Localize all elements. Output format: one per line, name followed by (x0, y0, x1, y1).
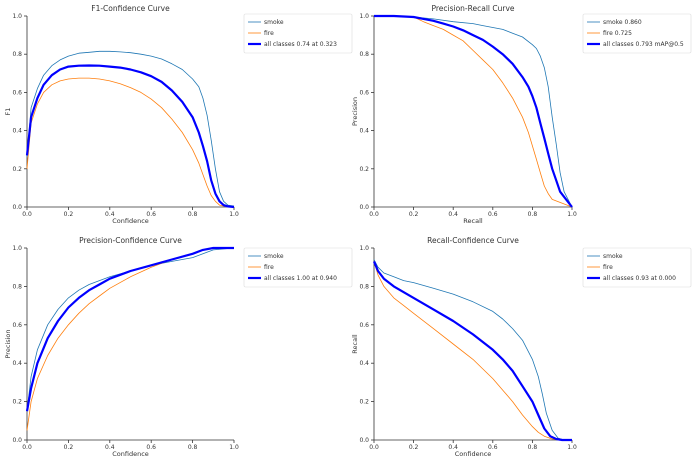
y-tick-label: 0.8 (12, 283, 22, 290)
x-axis-label: Confidence (455, 450, 492, 458)
x-tick-label: 0.0 (22, 444, 32, 451)
chart-3: 0.0 0.2 0.4 0.6 0.8 1.0 0.0 0.2 0.4 0.6 0.8 1.0 Prec… (4, 236, 353, 458)
y-tick-label: 0.2 (359, 166, 369, 173)
legend-box (243, 247, 353, 288)
x-tick-label: 0.2 (64, 211, 74, 218)
legend-label: smoke (264, 253, 284, 260)
x-tick-label: 0.2 (409, 444, 419, 451)
legend-label: all classes 0.93 at 0.000 (603, 275, 676, 282)
series-line-2 (26, 77, 235, 208)
x-tick-label: 0.0 (22, 211, 32, 218)
legend-label: fire (264, 30, 274, 37)
x-tick-label: 0.2 (64, 444, 74, 451)
legend-label: all classes 0.74 at 0.323 (264, 41, 337, 48)
x-tick-label: 0.4 (448, 211, 458, 218)
legend-label: fire 0.725 (603, 30, 632, 37)
y-tick-label: 0.4 (359, 360, 369, 367)
x-tick-label: 0.8 (188, 211, 198, 218)
chart-title: F1-Confidence Curve (91, 4, 170, 13)
y-tick-label: 0.8 (359, 283, 369, 290)
x-tick-label: 1.0 (229, 444, 239, 451)
x-tick-label: 1.0 (567, 444, 577, 451)
x-tick-label: 0.2 (409, 211, 419, 218)
series-line-3 (374, 14, 573, 208)
y-tick-label: 0.4 (12, 360, 22, 367)
y-tick-label: 0.2 (359, 399, 369, 406)
y-axis-label: Precision (4, 329, 12, 358)
y-tick-label: 0.6 (12, 89, 22, 96)
y-tick-label: 0.0 (359, 437, 369, 444)
series-line-3 (372, 260, 572, 442)
chart-1: 0.0 0.2 0.4 0.6 0.8 1.0 0.0 0.2 0.4 0.6 0.8 1.0 F1-C… (4, 4, 353, 225)
legend-label: smoke (603, 253, 623, 260)
y-axis-label: Recall (351, 334, 359, 354)
legend-box (582, 13, 692, 54)
legend-label: fire (603, 264, 613, 271)
x-tick-label: 0.4 (105, 444, 115, 451)
series-line-1 (26, 50, 235, 207)
x-tick-label: 0.8 (528, 444, 538, 451)
chart-4: 0.0 0.2 0.4 0.6 0.8 1.0 0.0 0.2 0.4 0.6 0.8 1.0 Reca… (351, 236, 692, 458)
y-tick-label: 1.0 (359, 245, 369, 252)
series-line-2 (373, 261, 572, 441)
x-tick-label: 0.4 (105, 211, 115, 218)
legend-box (582, 247, 692, 288)
x-axis-label: Confidence (112, 450, 149, 458)
series-line-3 (25, 64, 235, 209)
x-axis-label: Recall (463, 217, 483, 225)
x-tick-label: 0.6 (146, 444, 156, 451)
legend-label: all classes 0.793 mAP@0.5 (603, 41, 684, 48)
series-line-1 (26, 247, 235, 412)
legend: smoke 0.860 fire 0.725 all classes 0.793 m… (582, 13, 692, 54)
series-line-1 (374, 15, 573, 208)
y-tick-label: 0.6 (359, 322, 369, 329)
y-tick-label: 0.8 (12, 51, 22, 58)
x-axis-label: Confidence (112, 217, 149, 225)
legend-label: all classes 1.00 at 0.940 (264, 275, 337, 282)
chart-title: Precision-Recall Curve (431, 4, 514, 13)
y-tick-label: 1.0 (12, 245, 22, 252)
x-tick-label: 0.8 (188, 444, 198, 451)
chart-title: Recall-Confidence Curve (427, 236, 519, 245)
y-tick-label: 0.6 (359, 89, 369, 96)
y-tick-label: 0.4 (12, 128, 22, 135)
y-tick-label: 0.0 (12, 204, 22, 211)
y-tick-label: 0.2 (12, 399, 22, 406)
legend-box (243, 13, 353, 54)
x-tick-label: 0.6 (488, 444, 498, 451)
y-axis-label: Precision (351, 97, 359, 126)
y-tick-label: 0.4 (359, 128, 369, 135)
series-line-2 (374, 15, 573, 208)
legend-label: smoke (264, 19, 284, 26)
y-tick-label: 0.8 (359, 51, 369, 58)
x-tick-label: 1.0 (229, 211, 239, 218)
chart-title: Precision-Confidence Curve (79, 236, 182, 245)
y-tick-label: 0.6 (12, 322, 22, 329)
y-tick-label: 0.0 (12, 437, 22, 444)
y-tick-label: 0.2 (12, 166, 22, 173)
legend-label: fire (264, 264, 274, 271)
legend: smoke fire all classes 1.00 at 0.940 (243, 247, 353, 288)
y-tick-label: 1.0 (359, 13, 369, 20)
legend-label: smoke 0.860 (603, 19, 642, 26)
series-line-3 (25, 246, 234, 412)
x-tick-label: 0.0 (369, 211, 379, 218)
x-tick-label: 0.4 (448, 444, 458, 451)
x-tick-label: 0.0 (369, 444, 379, 451)
x-tick-label: 1.0 (567, 211, 577, 218)
y-tick-label: 0.0 (359, 204, 369, 211)
series-line-2 (26, 247, 234, 431)
series-line-1 (373, 259, 572, 441)
x-tick-label: 0.8 (528, 211, 538, 218)
chart-2: 0.0 0.2 0.4 0.6 0.8 1.0 0.0 0.2 0.4 0.6 0.8 1.0 Prec… (351, 4, 692, 225)
y-tick-label: 1.0 (12, 13, 22, 20)
y-axis-label: F1 (4, 108, 12, 116)
x-tick-label: 0.6 (146, 211, 156, 218)
legend: smoke fire all classes 0.74 at 0.323 (243, 13, 353, 54)
legend: smoke fire all classes 0.93 at 0.000 (582, 247, 692, 288)
x-tick-label: 0.6 (488, 211, 498, 218)
